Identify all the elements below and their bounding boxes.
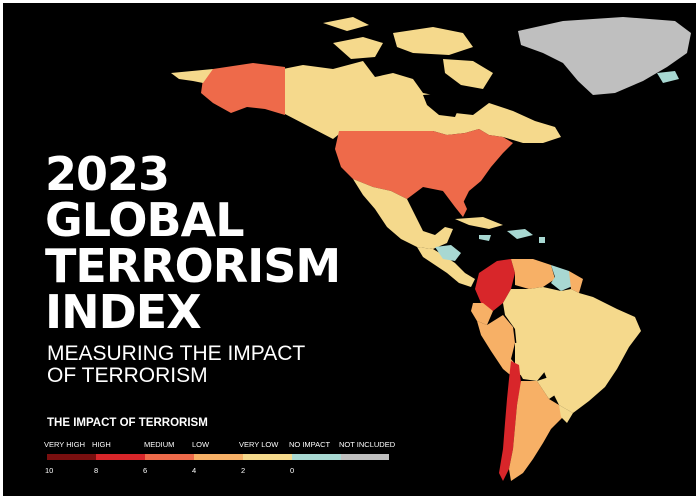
region-central-america xyxy=(417,247,475,287)
legend-title: THE IMPACT OF TERRORISM xyxy=(47,417,208,429)
region-bolivia xyxy=(515,341,547,381)
legend-label-high: HIGH xyxy=(92,440,111,449)
legend-value: 10 xyxy=(45,466,54,475)
legend-value: 0 xyxy=(290,466,295,475)
legend-swatch xyxy=(96,454,145,460)
legend-label-low: LOW xyxy=(192,440,210,449)
region-cuba xyxy=(455,217,503,229)
region-florida xyxy=(443,191,467,217)
region-yukon xyxy=(171,69,213,83)
legend-label-very-low: VERY LOW xyxy=(239,440,279,449)
region-ecuador xyxy=(471,303,493,325)
region-canada xyxy=(283,61,561,143)
title-line: INDEX xyxy=(45,285,202,339)
region-alaska xyxy=(201,63,285,115)
legend-swatch xyxy=(292,454,341,460)
legend-value: 8 xyxy=(94,466,99,475)
region-iceland xyxy=(657,71,679,83)
page-title: 2023 GLOBAL TERRORISM INDEX xyxy=(45,147,341,339)
region-colombia xyxy=(475,259,515,311)
region-paraguay xyxy=(537,375,561,399)
map-canvas: 2023 GLOBAL TERRORISM INDEX MEASURING TH… xyxy=(3,3,696,496)
legend-color-bar xyxy=(47,454,389,460)
region-uruguay xyxy=(559,405,573,423)
americas-map xyxy=(171,17,691,481)
legend-label-very-high: VERY HIGH xyxy=(44,440,85,449)
legend-swatch xyxy=(341,454,389,460)
region-caribbean-islands xyxy=(479,235,545,243)
legend-value: 6 xyxy=(143,466,148,475)
legend-value: 2 xyxy=(241,466,246,475)
title-line: TERRORISM xyxy=(45,239,341,293)
region-honduras xyxy=(435,245,461,261)
legend-value: 4 xyxy=(192,466,197,475)
title-line: GLOBAL xyxy=(45,193,245,247)
legend-label-no-impact: NO IMPACT xyxy=(289,440,331,449)
region-argentina xyxy=(509,381,563,481)
region-hudson-bay xyxy=(423,93,461,117)
page-subtitle: MEASURING THE IMPACT OF TERRORISM xyxy=(47,343,305,387)
region-mexico xyxy=(353,179,453,249)
region-greenland xyxy=(518,17,691,95)
legend-label-not-included: NOT INCLUDED xyxy=(339,440,396,449)
region-venezuela xyxy=(511,259,555,289)
legend-label-medium: MEDIUM xyxy=(144,440,175,449)
region-arctic-islands xyxy=(323,17,493,89)
legend-swatch xyxy=(145,454,194,460)
title-line: 2023 xyxy=(45,147,170,201)
legend-swatch xyxy=(194,454,243,460)
region-hispaniola xyxy=(507,229,533,239)
subtitle-line: OF TERRORISM xyxy=(47,364,208,387)
region-brazil xyxy=(503,287,641,413)
region-chile xyxy=(499,361,521,481)
region-suriname xyxy=(569,271,583,293)
subtitle-line: MEASURING THE IMPACT xyxy=(47,342,306,365)
region-guyana xyxy=(551,265,575,291)
region-united-states xyxy=(335,129,513,203)
legend-swatch xyxy=(47,454,96,460)
legend-swatch xyxy=(243,454,292,460)
